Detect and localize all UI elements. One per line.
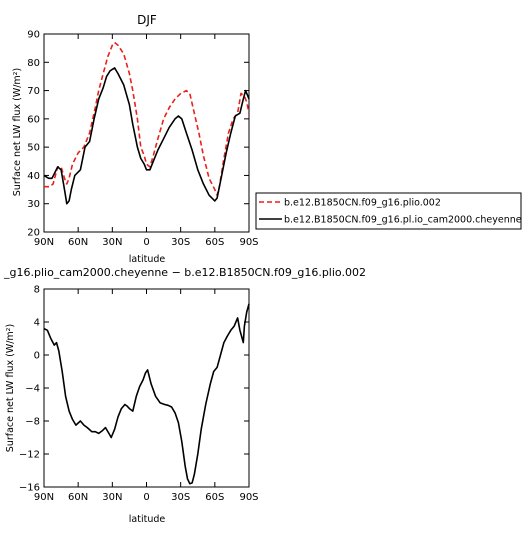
top-y-tick-label: 70 [27, 86, 40, 97]
legend-label-plio: b.e12.B1850CN.f09_g16.plio.002 [284, 198, 441, 209]
top-x-tick-label: 0 [143, 237, 149, 248]
legend: b.e12.B1850CN.f09_g16.plio.002 b.e12.B18… [255, 192, 522, 230]
top-x-tick-label: 30S [171, 237, 190, 248]
bottom-x-ticks: 90N 60N 30N 0 30S 60S 90S [34, 289, 259, 503]
top-x-tick-label: 90N [34, 237, 54, 248]
top-y-tick-label: 50 [27, 143, 40, 154]
top-chart-title: DJF [137, 13, 157, 27]
bottom-y-tick-label: 4 [34, 318, 40, 329]
bottom-y-tick-label: 8 [34, 285, 40, 296]
top-y-axis-label: Surface net LW flux (W/m²) [12, 68, 23, 196]
bottom-series-0-line [43, 303, 250, 485]
top-series-lines [43, 41, 250, 205]
legend-label-cheyenne: b.e12.B1850CN.f09_g16.pl.io_cam2000.chey… [284, 215, 522, 226]
bottom-x-tick-label: 90S [239, 492, 258, 503]
bottom-chart-title: _g16.plio_cam2000.cheyenne − b.e12.B1850… [3, 266, 366, 279]
bottom-plot-frame [43, 288, 250, 488]
bottom-x-tick-label: 90N [34, 492, 54, 503]
bottom-x-tick-label: 30N [102, 492, 122, 503]
top-x-ticks: 90N 60N 30N 0 30S 60S 90S [34, 34, 259, 248]
bottom-y-axis-label: Surface net LW flux (W/m²) [5, 324, 16, 452]
top-x-tick-label: 60N [68, 237, 88, 248]
bottom-x-axis-label: latitude [129, 514, 166, 525]
top-x-tick-label: 90S [239, 237, 258, 248]
bottom-y-tick-label: 0 [34, 351, 40, 362]
top-x-axis-label: latitude [129, 254, 166, 265]
bottom-x-tick-label: 30S [171, 492, 190, 503]
top-y-tick-label: 90 [27, 30, 40, 41]
top-y-tick-label: 30 [27, 199, 40, 210]
top-y-tick-label: 40 [27, 171, 40, 182]
legend-box [255, 192, 522, 230]
top-panel: DJF Surface net LW flux (W/m²) 20 30 40 50 6… [12, 13, 259, 248]
top-y-ticks: 20 30 40 50 60 70 80 90 [27, 30, 249, 239]
bottom-y-tick-label: −12 [19, 450, 40, 461]
bottom-y-tick-label: −16 [19, 483, 40, 494]
bottom-x-tick-label: 60S [205, 492, 224, 503]
top-series-1-line [43, 67, 250, 205]
top-y-tick-label: 80 [27, 58, 40, 69]
top-x-tick-label: 30N [102, 237, 122, 248]
bottom-panel: _g16.plio_cam2000.cheyenne − b.e12.B1850… [3, 254, 366, 525]
top-plot-frame [43, 33, 250, 233]
bottom-series-line [43, 303, 250, 485]
top-series-0-line [44, 41, 250, 196]
top-x-tick-label: 60S [205, 237, 224, 248]
bottom-y-ticks: −16 −12 −8 −4 0 4 8 [19, 285, 249, 494]
bottom-x-tick-label: 0 [143, 492, 149, 503]
bottom-x-tick-label: 60N [68, 492, 88, 503]
top-y-tick-label: 60 [27, 114, 40, 125]
bottom-y-tick-label: −8 [25, 417, 40, 428]
bottom-y-tick-label: −4 [25, 384, 40, 395]
top-y-tick-label: 20 [27, 228, 40, 239]
